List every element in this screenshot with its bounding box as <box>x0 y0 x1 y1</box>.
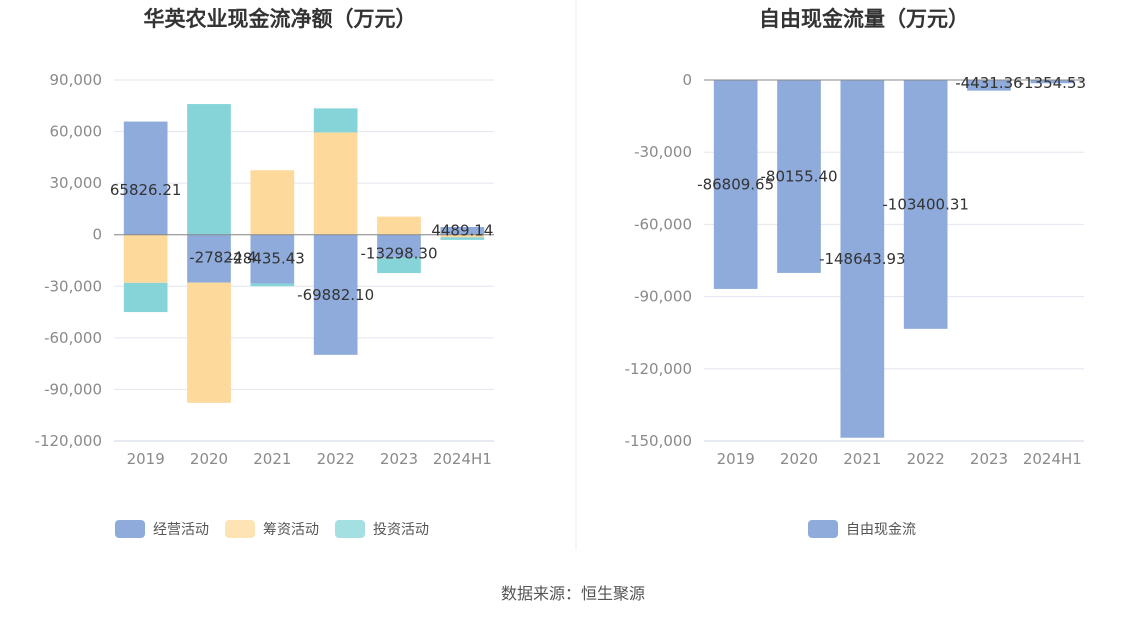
bar-series1-2021 <box>250 234 295 284</box>
chart1-title: 华英农业现金流净额（万元） <box>144 7 417 31</box>
legend-label[interactable]: 经营活动 <box>153 522 209 538</box>
x-tick-label: 2021 <box>843 450 881 468</box>
y-tick-label: -30,000 <box>44 277 102 295</box>
y-tick-label: -120,000 <box>625 360 692 378</box>
bar-series3-2022 <box>313 108 358 133</box>
x-tick-label: 2023 <box>380 450 418 468</box>
y-tick-label: 0 <box>682 71 692 89</box>
y-tick-label: -90,000 <box>634 288 692 306</box>
bar-series1-2023 <box>967 80 1011 91</box>
data-label: -148643.93 <box>819 250 906 268</box>
data-label: 65826.21 <box>110 181 182 199</box>
data-label: -69882.10 <box>297 286 374 304</box>
y-tick-label: -120,000 <box>35 432 102 450</box>
y-tick-label: -90,000 <box>44 380 102 398</box>
bar-series3-2021 <box>250 283 295 287</box>
y-tick-label: -30,000 <box>634 143 692 161</box>
legend-label[interactable]: 自由现金流 <box>846 522 916 538</box>
bar-series3-2023 <box>377 257 421 274</box>
bar-series3-2020 <box>187 104 231 235</box>
x-tick-label: 2024H1 <box>1023 450 1082 468</box>
y-tick-label: 60,000 <box>50 123 103 141</box>
bar-series3-2019 <box>123 282 168 313</box>
cashflow-net-chart: 华英农业现金流净额（万元） 90,000 60,000 30,000 0 -30,000… <box>35 7 494 538</box>
x-tick-label: 2022 <box>317 450 355 468</box>
data-label: -86809.65 <box>697 175 774 193</box>
legend-label[interactable]: 筹资活动 <box>263 521 319 538</box>
bar-series1-2019 <box>713 80 758 289</box>
bar-series1-2020 <box>187 234 231 283</box>
bar-series1-2023 <box>377 234 421 258</box>
legend-swatch[interactable] <box>808 520 838 538</box>
legend-swatch[interactable] <box>335 520 365 538</box>
x-tick-label: 2020 <box>190 450 228 468</box>
bar-series2-2024H1 <box>440 234 485 238</box>
bar-series1-2020 <box>777 80 821 273</box>
bar-series2-2021 <box>250 170 295 235</box>
legend-swatch[interactable] <box>225 520 255 538</box>
data-label: -28435.43 <box>228 250 305 268</box>
bar-series3-2024H1 <box>440 237 485 240</box>
x-tick-label: 2019 <box>127 450 165 468</box>
x-tick-label: 2024H1 <box>433 450 492 468</box>
data-label: -4431.36 <box>955 74 1022 92</box>
free-cashflow-chart: 自由现金流量（万元） 0 -30,000 -60,000 -90,000 -120,00… <box>625 7 1086 538</box>
data-label: 4489.14 <box>431 222 493 240</box>
data-label: -13298.30 <box>361 244 438 262</box>
legend-label[interactable]: 投资活动 <box>373 522 429 538</box>
x-tick-label: 2020 <box>780 450 818 468</box>
x-tick-label: 2019 <box>717 450 755 468</box>
data-label: -80155.40 <box>761 167 838 185</box>
y-tick-label: 0 <box>92 226 102 244</box>
y-tick-label: 90,000 <box>50 71 103 89</box>
y-tick-label: 30,000 <box>50 174 103 192</box>
bar-series1-2022 <box>313 234 358 355</box>
y-tick-label: -150,000 <box>625 432 692 450</box>
x-tick-label: 2023 <box>970 450 1008 468</box>
bar-series2-2020 <box>187 282 231 403</box>
data-label: -103400.31 <box>882 195 969 213</box>
legend-swatch[interactable] <box>115 520 145 538</box>
chart2-title: 自由现金流量（万元） <box>759 7 969 31</box>
bar-series2-2019 <box>123 234 168 283</box>
bar-series1-2019 <box>123 121 168 235</box>
y-tick-label: -60,000 <box>44 329 102 347</box>
x-tick-label: 2022 <box>907 450 945 468</box>
data-source-footnote: 数据来源：恒生聚源 <box>501 584 645 603</box>
bar-series2-2023 <box>377 216 421 235</box>
data-label: -27824.4 <box>189 249 256 267</box>
x-tick-label: 2021 <box>253 450 291 468</box>
bar-series2-2022 <box>313 132 358 235</box>
bar-series1-2021 <box>840 80 885 438</box>
bar-series1-2024H1 <box>440 226 485 235</box>
bar-series1-2024H1 <box>1030 80 1075 84</box>
bar-series1-2022 <box>903 80 948 329</box>
y-tick-label: -60,000 <box>634 215 692 233</box>
data-label: -1354.53 <box>1019 74 1086 92</box>
